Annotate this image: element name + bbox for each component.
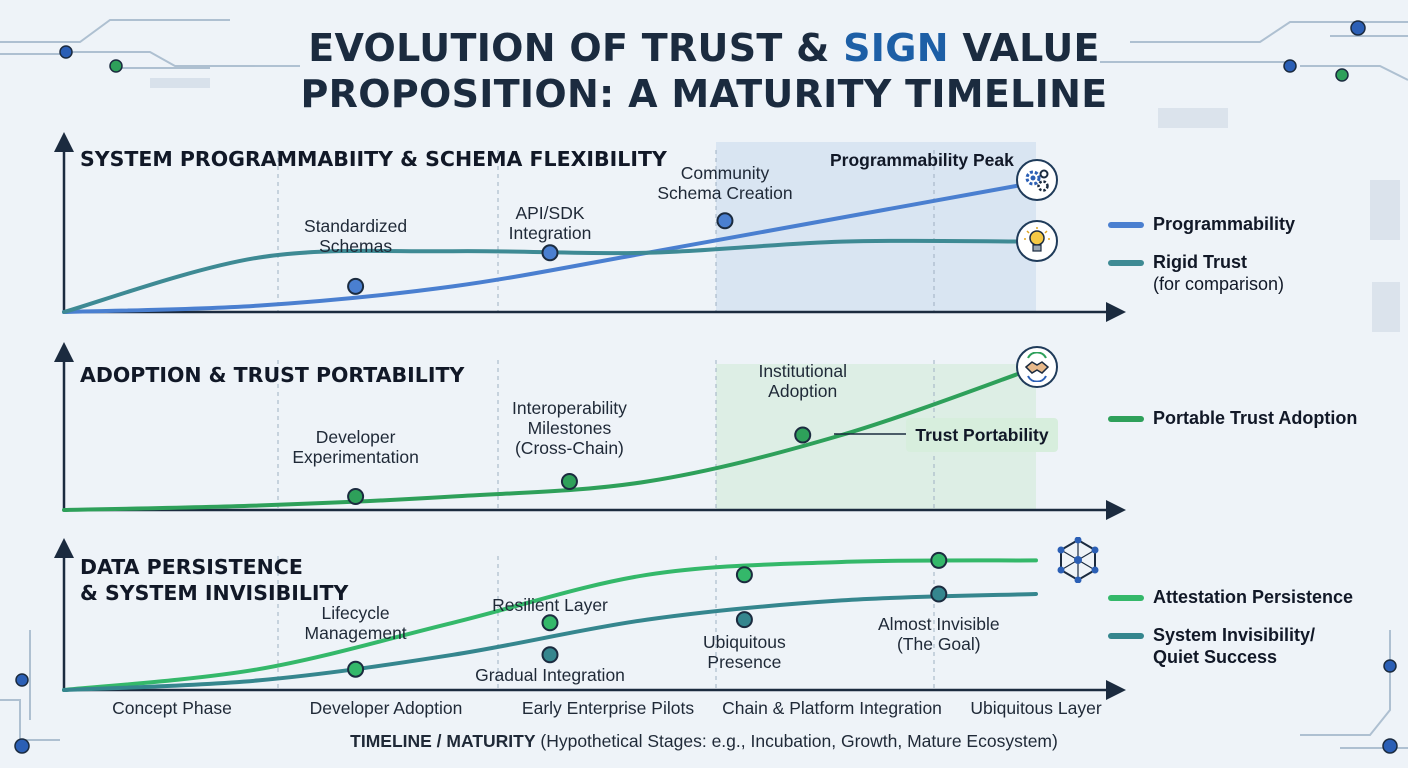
marker-3-4 — [735, 566, 753, 584]
legend-swatch-programmability — [1108, 222, 1144, 228]
lightbulb-icon — [1016, 220, 1058, 262]
marker-label-2-1: Developer Experimentation — [292, 427, 418, 467]
stage-label-concept: Concept Phase — [112, 698, 232, 718]
gears-icon — [1016, 159, 1058, 201]
legend-sublabel-rigid-trust: (for comparison) — [1153, 274, 1285, 294]
series-line-2-1 — [62, 365, 1038, 512]
marker-3-1 — [347, 660, 365, 678]
marker-label-line-2-1-1: Developer — [315, 426, 396, 447]
stage-label-developer-adoption: Developer Adoption — [309, 698, 463, 718]
trust-portability-label: Trust Portability — [906, 418, 1058, 452]
panel-1-title: SYSTEM PROGRAMMABIITY & SCHEMA FLEXIBILI… — [80, 147, 667, 171]
marker-label-1-1: Standardized Schemas — [304, 216, 407, 256]
panel-2-title: ADOPTION & TRUST PORTABILITY — [80, 363, 465, 387]
stage-label-chain-platform: Chain & Platform Integration — [722, 698, 942, 718]
marker-label-line-1-2-2: Integration — [508, 222, 592, 243]
title-accent-sign: SIGN — [843, 26, 949, 70]
legend-swatch-attestation — [1108, 595, 1144, 601]
marker-label-2-3: Institutional Adoption — [758, 361, 847, 401]
marker-label-1-3: Community Schema Creation — [657, 163, 792, 203]
series-line-3-1 — [62, 558, 1038, 692]
panel-3-title-line-1: DATA PERSISTENCE — [80, 555, 303, 579]
marker-label-line-2-3-2: Adoption — [768, 381, 838, 401]
marker-label-line-1-1-1: Standardized — [304, 216, 408, 237]
stage-label-ubiquitous: Ubiquitous Layer — [970, 698, 1102, 718]
legend-label-rigid-trust: Rigid Trust — [1153, 252, 1247, 272]
marker-label-2-2: Interoperability Milestones (Cross-Chain) — [512, 398, 627, 458]
legend-label-invisibility: System Invisibility/ Quiet Success — [1153, 625, 1316, 667]
marker-label-line-3-2-1: Resilient Layer — [492, 594, 608, 615]
handshake-icon — [1016, 346, 1058, 388]
markers-layer — [347, 212, 948, 678]
title-line-1: EVOLUTION OF TRUST & SIGN VALUE — [0, 26, 1408, 70]
title-line-2-text: PROPOSITION: A MATURITY TIMELINE — [300, 72, 1108, 116]
marker-label-line-2-2-3: (Cross-Chain) — [514, 437, 624, 458]
marker-label-3-3: Gradual Integration — [475, 665, 625, 685]
marker-1-2 — [541, 244, 559, 262]
marker-label-line-3-3-1: Gradual Integration — [475, 664, 625, 685]
marker-3-7 — [930, 585, 948, 603]
legend-label-portable-trust: Portable Trust Adoption — [1153, 408, 1358, 428]
title-line-2: PROPOSITION: A MATURITY TIMELINE — [0, 72, 1408, 116]
marker-1-1 — [347, 277, 365, 295]
marker-label-3-5: Ubiquitous Presence — [703, 632, 786, 672]
marker-label-line-2-1-2: Experimentation — [292, 446, 419, 467]
chart-axes — [54, 132, 1126, 700]
programmability-peak-band — [716, 142, 1036, 312]
network-cube-icon — [1056, 536, 1100, 584]
marker-1-3 — [716, 212, 734, 230]
x-axis-caption-rest: (Hypothetical Stages: e.g., Incubation, … — [535, 731, 1058, 751]
marker-label-1-2: API/SDK Integration — [509, 203, 592, 243]
marker-2-2 — [560, 473, 578, 490]
marker-label-line-2-3-1: Institutional — [758, 361, 847, 381]
marker-label-3-2: Resilient Layer — [492, 595, 608, 615]
title-part-2: VALUE — [948, 26, 1100, 70]
programmability-peak-label: Programmability Peak — [830, 150, 1014, 170]
legend-swatch-rigid-trust — [1108, 260, 1144, 266]
marker-3-5 — [735, 611, 753, 629]
marker-label-line-2-2-1: Interoperability — [512, 397, 627, 418]
marker-2-3 — [794, 426, 812, 444]
legend-label-attestation: Attestation Persistence — [1153, 587, 1354, 607]
marker-3-6 — [930, 551, 948, 569]
marker-label-line-1-2-1: API/SDK — [515, 202, 585, 223]
legend-swatch-portable-trust — [1108, 416, 1144, 422]
marker-label-line-2-2-2: Milestones — [527, 417, 612, 438]
stage-label-enterprise-pilots: Early Enterprise Pilots — [521, 698, 695, 718]
marker-label-line-3-1-1: Lifecycle — [321, 603, 390, 624]
marker-label-line-3-7-2: (The Goal) — [896, 634, 981, 654]
marker-2-1 — [347, 488, 365, 505]
marker-label-line-1-1-2: Schemas — [319, 236, 393, 257]
legend-swatch-invisibility — [1108, 633, 1144, 639]
x-axis-caption: TIMELINE / MATURITY (Hypothetical Stages… — [0, 731, 1408, 752]
series-line-1-1 — [62, 180, 1038, 314]
marker-label-line-3-1-2: Management — [304, 623, 407, 644]
x-axis-caption-bold: TIMELINE / MATURITY — [350, 731, 536, 751]
marker-label-line-3-7-1: Almost Invisible — [878, 614, 1000, 634]
marker-label-line-3-5-2: Presence — [707, 651, 782, 672]
marker-label-line-3-5-1: Ubiquitous — [703, 631, 786, 652]
marker-label-3-1: Lifecycle Management — [305, 603, 407, 643]
title-part-1: EVOLUTION OF TRUST & — [308, 26, 844, 70]
marker-label-3-7: Almost Invisible (The Goal) — [878, 614, 1000, 654]
marker-label-line-1-3-1: Community — [680, 162, 770, 183]
panel-3-title-line-2: & SYSTEM INVISIBILITY — [80, 581, 349, 605]
series-line-3-2 — [62, 592, 1038, 692]
marker-3-2 — [541, 614, 559, 632]
marker-3-3 — [541, 646, 559, 664]
marker-label-line-1-3-2: Schema Creation — [657, 182, 793, 203]
legend-label-programmability: Programmability — [1153, 214, 1296, 234]
